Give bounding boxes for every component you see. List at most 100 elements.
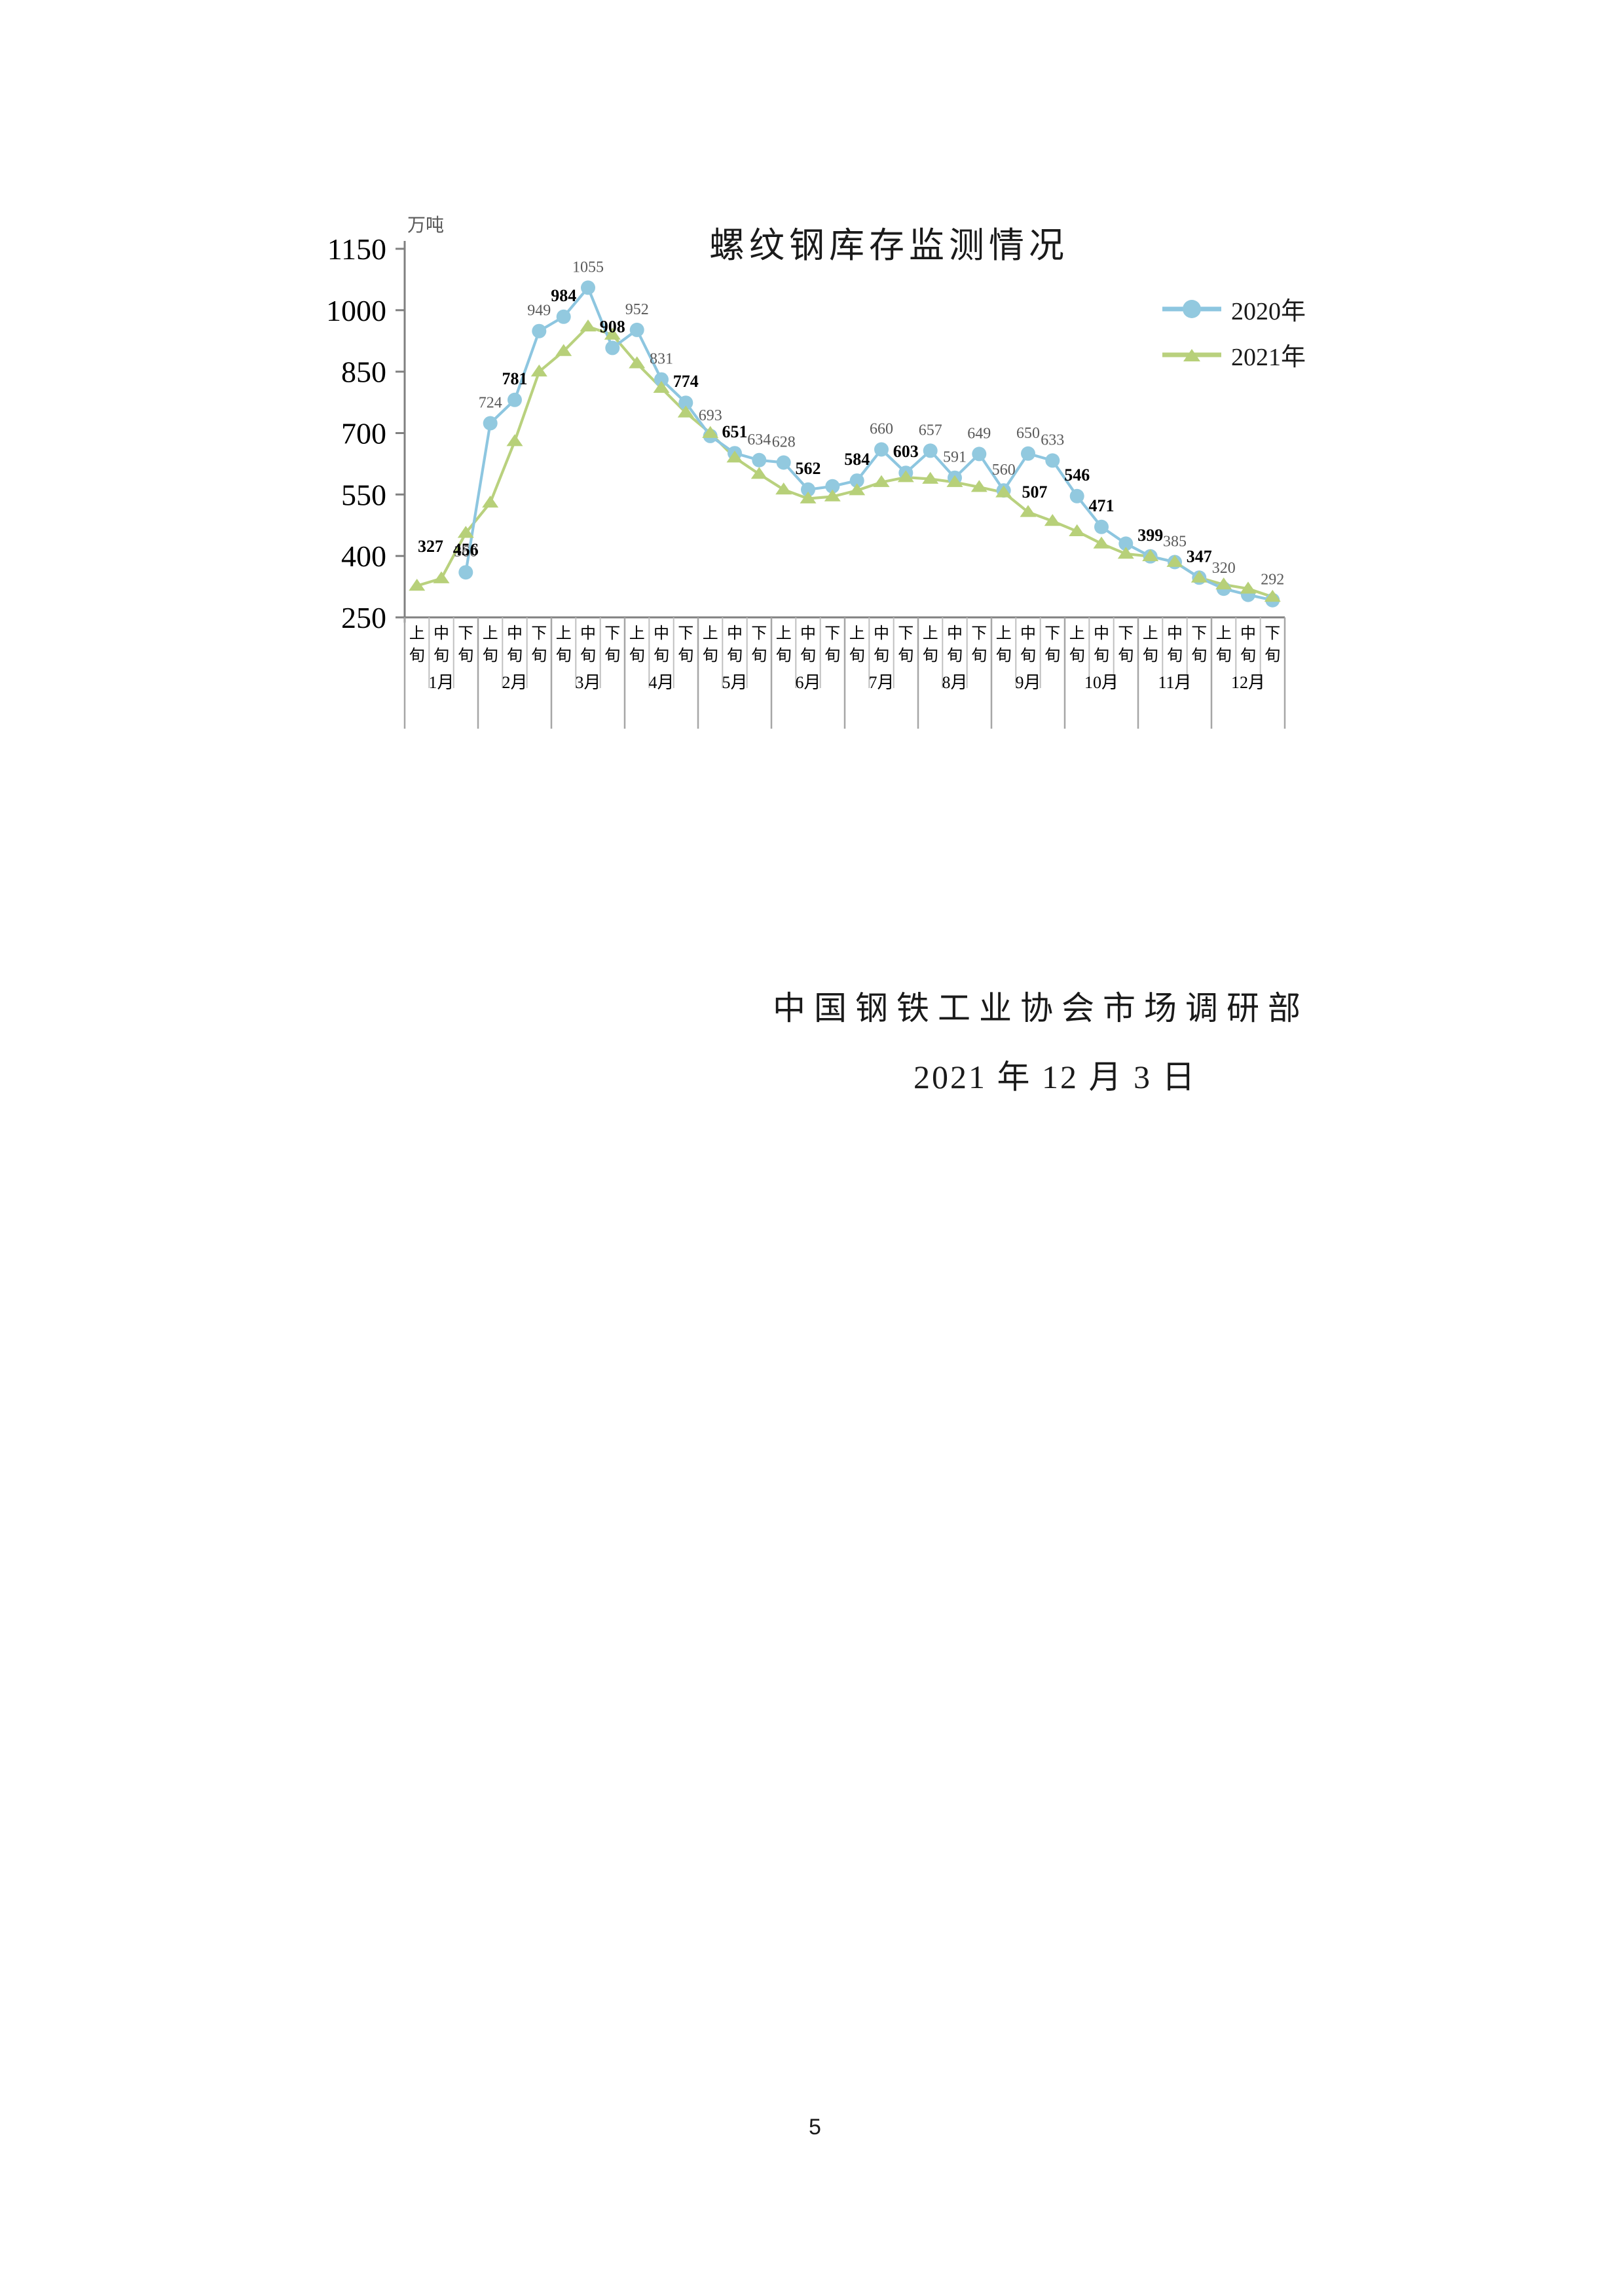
svg-text:上: 上 [996, 625, 1012, 642]
svg-text:320: 320 [1212, 560, 1236, 577]
svg-text:603: 603 [893, 442, 919, 461]
svg-text:650: 650 [1016, 425, 1040, 442]
svg-text:旬: 旬 [604, 647, 620, 665]
svg-text:1150: 1150 [327, 232, 386, 266]
svg-text:旬: 旬 [1044, 647, 1060, 665]
svg-text:781: 781 [502, 369, 528, 388]
svg-text:6月: 6月 [795, 673, 821, 692]
svg-text:旬: 旬 [849, 647, 865, 665]
svg-text:7月: 7月 [868, 673, 894, 692]
svg-text:下: 下 [1264, 625, 1280, 642]
svg-text:旬: 旬 [434, 647, 449, 665]
svg-text:8月: 8月 [942, 673, 967, 692]
svg-text:12月: 12月 [1231, 673, 1265, 692]
svg-text:旬: 旬 [654, 647, 669, 665]
svg-text:中: 中 [580, 625, 596, 642]
svg-text:下: 下 [751, 625, 767, 642]
svg-text:上: 上 [1216, 625, 1232, 642]
svg-text:上: 上 [483, 625, 498, 642]
svg-text:1055: 1055 [572, 259, 604, 276]
svg-text:399: 399 [1137, 526, 1163, 545]
svg-text:旬: 旬 [531, 647, 547, 665]
svg-text:633: 633 [1041, 431, 1064, 448]
svg-text:下: 下 [971, 625, 987, 642]
svg-text:上: 上 [703, 625, 718, 642]
svg-text:560: 560 [992, 462, 1016, 479]
svg-text:旬: 旬 [947, 647, 963, 665]
svg-text:上: 上 [849, 625, 865, 642]
svg-text:旬: 旬 [1167, 647, 1183, 665]
svg-text:下: 下 [531, 625, 547, 642]
svg-text:旬: 旬 [1264, 647, 1280, 665]
svg-text:550: 550 [341, 478, 386, 511]
svg-text:11月: 11月 [1158, 673, 1191, 692]
svg-text:上: 上 [556, 625, 572, 642]
svg-text:1月: 1月 [428, 673, 454, 692]
svg-text:下: 下 [1118, 625, 1134, 642]
svg-text:850: 850 [341, 355, 386, 389]
svg-text:旬: 旬 [580, 647, 596, 665]
svg-text:下: 下 [898, 625, 913, 642]
svg-text:700: 700 [341, 417, 386, 450]
svg-text:385: 385 [1163, 534, 1187, 551]
svg-text:旬: 旬 [727, 647, 743, 665]
svg-text:上: 上 [776, 625, 792, 642]
svg-text:旬: 旬 [800, 647, 816, 665]
svg-text:中: 中 [1020, 625, 1036, 642]
svg-text:旬: 旬 [703, 647, 718, 665]
svg-text:旬: 旬 [1216, 647, 1232, 665]
svg-text:591: 591 [943, 449, 967, 466]
svg-text:旬: 旬 [678, 647, 693, 665]
svg-text:下: 下 [458, 625, 473, 642]
svg-text:1000: 1000 [326, 294, 386, 327]
svg-text:旬: 旬 [458, 647, 473, 665]
svg-text:949: 949 [527, 302, 551, 319]
svg-text:4月: 4月 [648, 673, 674, 692]
svg-text:上: 上 [629, 625, 645, 642]
svg-text:400: 400 [341, 539, 386, 573]
svg-text:3月: 3月 [575, 673, 600, 692]
svg-text:下: 下 [1191, 625, 1207, 642]
svg-text:下: 下 [678, 625, 693, 642]
svg-text:634: 634 [747, 431, 771, 448]
svg-text:347: 347 [1187, 547, 1212, 566]
svg-text:中: 中 [1167, 625, 1183, 642]
svg-text:旬: 旬 [1143, 647, 1158, 665]
svg-text:旬: 旬 [409, 647, 425, 665]
svg-text:旬: 旬 [898, 647, 913, 665]
svg-text:中: 中 [800, 625, 816, 642]
svg-text:上: 上 [1069, 625, 1085, 642]
svg-text:507: 507 [1022, 483, 1048, 501]
svg-text:831: 831 [650, 351, 673, 368]
svg-text:旬: 旬 [1118, 647, 1134, 665]
svg-text:724: 724 [479, 395, 502, 412]
svg-text:292: 292 [1261, 572, 1284, 589]
svg-text:旬: 旬 [1094, 647, 1109, 665]
svg-text:旬: 旬 [824, 647, 840, 665]
svg-text:上: 上 [409, 625, 425, 642]
svg-text:774: 774 [673, 372, 699, 391]
svg-text:旬: 旬 [556, 647, 572, 665]
svg-text:471: 471 [1089, 496, 1115, 515]
svg-text:上: 上 [923, 625, 938, 642]
svg-text:660: 660 [870, 421, 893, 438]
svg-text:中: 中 [947, 625, 963, 642]
svg-text:2月: 2月 [502, 673, 527, 692]
svg-text:651: 651 [722, 422, 748, 441]
svg-text:中: 中 [874, 625, 889, 642]
svg-text:546: 546 [1064, 465, 1090, 484]
svg-text:下: 下 [604, 625, 620, 642]
svg-text:952: 952 [625, 301, 649, 318]
svg-text:250: 250 [341, 601, 386, 634]
svg-text:上: 上 [1143, 625, 1158, 642]
svg-text:旬: 旬 [629, 647, 645, 665]
svg-text:649: 649 [967, 425, 991, 442]
svg-text:中: 中 [1240, 625, 1256, 642]
svg-text:584: 584 [844, 450, 870, 469]
svg-text:中: 中 [727, 625, 743, 642]
svg-text:旬: 旬 [1020, 647, 1036, 665]
svg-text:旬: 旬 [1240, 647, 1256, 665]
svg-text:中: 中 [507, 625, 523, 642]
svg-text:下: 下 [1044, 625, 1060, 642]
svg-text:旬: 旬 [1069, 647, 1085, 665]
